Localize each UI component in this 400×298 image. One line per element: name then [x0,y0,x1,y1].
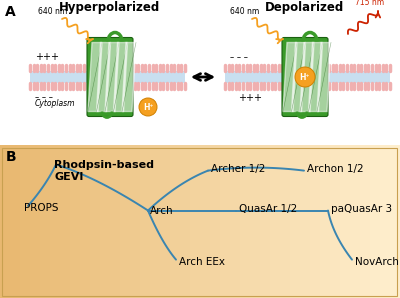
Bar [310,145,321,298]
Bar [330,145,341,298]
Bar [10,145,21,298]
Bar [380,145,391,298]
Bar [390,145,400,298]
Text: – – –: – – – [230,53,248,62]
Bar [320,145,331,298]
Bar [270,145,281,298]
Text: – – –: – – – [35,93,53,102]
Text: paQuasAr 3: paQuasAr 3 [331,204,392,213]
Polygon shape [96,43,110,111]
Bar [300,145,311,298]
Bar [225,71,390,83]
Bar [30,145,41,298]
Polygon shape [88,43,102,111]
Polygon shape [300,43,314,111]
Text: A: A [5,5,16,19]
Bar [200,145,211,298]
Text: +++: +++ [35,52,59,62]
Text: H⁺: H⁺ [300,72,310,81]
Bar [30,71,185,83]
Text: NovArch: NovArch [355,257,399,267]
Text: Hyperpolarized: Hyperpolarized [59,1,161,14]
Bar [260,145,271,298]
Bar [60,145,71,298]
Bar [90,145,101,298]
Bar [160,145,171,298]
Bar [190,145,201,298]
Bar [210,145,221,298]
FancyBboxPatch shape [282,38,328,117]
Text: Rhodpsin-based
GEVI: Rhodpsin-based GEVI [54,160,154,182]
Text: B: B [6,150,17,164]
Bar [180,145,191,298]
Polygon shape [105,43,119,111]
Text: +++: +++ [238,93,262,103]
Text: 640 nm: 640 nm [38,7,67,16]
Text: Archer 1/2: Archer 1/2 [211,164,265,174]
Bar [40,145,51,298]
Circle shape [139,98,157,116]
Text: Arch: Arch [150,206,174,215]
Bar [370,145,381,298]
Polygon shape [317,43,331,111]
Bar [170,145,181,298]
Bar [0,145,11,298]
Polygon shape [283,43,297,111]
Bar [230,145,241,298]
Text: Arch EEx: Arch EEx [179,257,225,267]
FancyBboxPatch shape [87,38,133,117]
Polygon shape [122,43,136,111]
Text: Depolarized: Depolarized [265,1,345,14]
Circle shape [295,67,315,87]
Text: QuasAr 1/2: QuasAr 1/2 [239,204,297,213]
Polygon shape [292,43,306,111]
Bar [20,145,31,298]
Bar [100,145,111,298]
Bar [240,145,251,298]
Bar [70,145,81,298]
Polygon shape [114,43,128,111]
Bar [140,145,151,298]
Text: H⁺: H⁺ [143,103,153,111]
Text: 640 nm: 640 nm [230,7,259,16]
Bar [350,145,361,298]
Text: PROPS: PROPS [24,203,58,213]
Bar [80,145,91,298]
Text: Cytoplasm: Cytoplasm [35,99,76,108]
Bar [290,145,301,298]
Bar [340,145,351,298]
Text: 715 nm: 715 nm [355,0,384,7]
Bar [130,145,141,298]
Bar [50,145,61,298]
Bar [250,145,261,298]
Bar [120,145,131,298]
Bar [150,145,161,298]
Bar [110,145,121,298]
Bar [280,145,291,298]
Bar [220,145,231,298]
Bar [360,145,371,298]
Text: Archon 1/2: Archon 1/2 [307,164,364,174]
Polygon shape [308,43,322,111]
